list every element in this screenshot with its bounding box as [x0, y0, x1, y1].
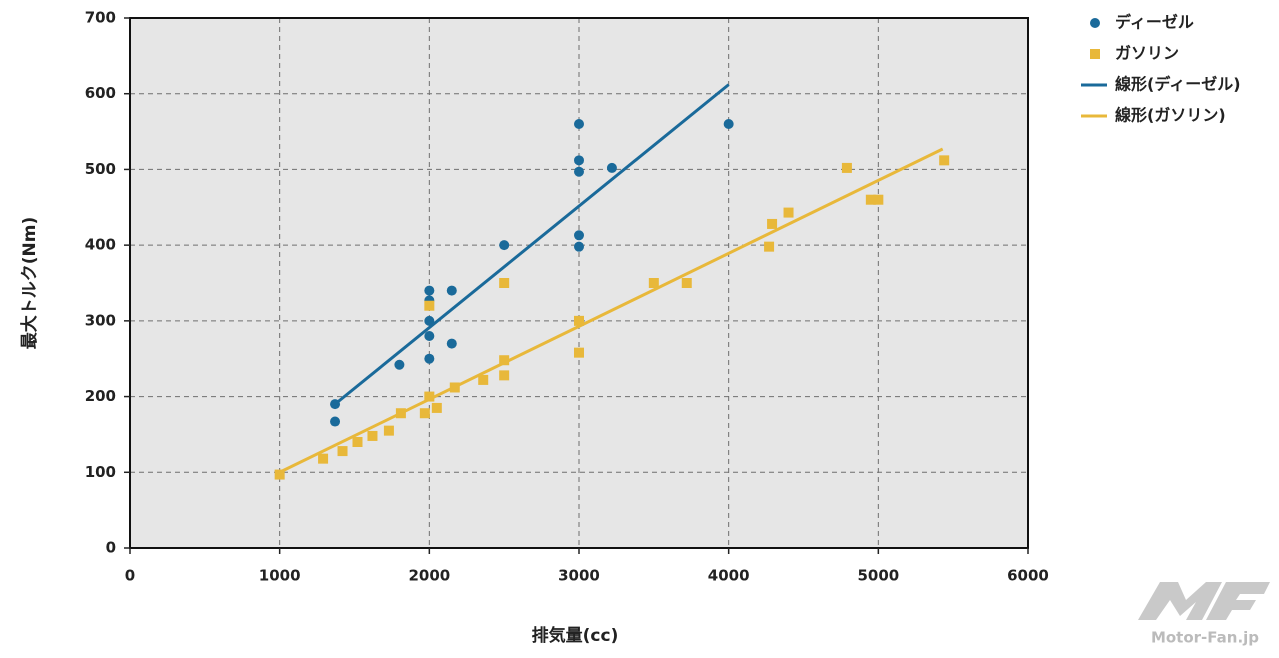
- legend-label: 線形(ディーゼル): [1115, 75, 1241, 94]
- data-point: [424, 331, 435, 341]
- data-point: [574, 315, 584, 326]
- data-point: [478, 374, 489, 385]
- watermark: Motor-Fan.jp: [1151, 629, 1259, 647]
- data-point: [574, 166, 584, 177]
- legend-swatch: [1090, 49, 1100, 59]
- trend-line: [279, 147, 944, 474]
- x-tick-label: 5000: [857, 567, 899, 585]
- x-tick-label: 0: [125, 567, 135, 585]
- data-point: [318, 453, 329, 464]
- data-point: [449, 382, 460, 393]
- data-point: [764, 241, 775, 252]
- y-tick-label: 100: [85, 463, 116, 481]
- data-point: [424, 300, 435, 311]
- data-point: [574, 155, 584, 166]
- data-point: [424, 315, 435, 326]
- data-point: [499, 370, 510, 381]
- data-point: [574, 347, 584, 358]
- data-point: [446, 285, 457, 296]
- y-axis-label: 最大トルク(Nm): [19, 217, 40, 349]
- data-point: [330, 399, 341, 410]
- legend-label: 線形(ガソリン): [1115, 106, 1226, 125]
- data-point: [648, 278, 659, 288]
- data-point: [841, 162, 852, 173]
- data-point: [499, 278, 510, 288]
- data-point: [330, 416, 341, 427]
- data-point: [395, 408, 406, 419]
- data-point: [424, 285, 435, 296]
- legend-label: ディーゼル: [1115, 13, 1194, 32]
- data-point: [394, 359, 405, 370]
- data-point: [274, 469, 285, 480]
- y-tick-label: 300: [85, 311, 116, 329]
- logo-shape: [1206, 582, 1270, 620]
- data-point: [723, 119, 734, 129]
- data-point: [424, 353, 435, 364]
- data-point: [424, 391, 435, 402]
- data-point: [446, 338, 457, 349]
- y-tick-label: 500: [85, 160, 116, 178]
- data-point: [606, 162, 617, 173]
- data-point: [383, 425, 394, 436]
- trend-line: [334, 83, 730, 406]
- y-tick-label: 0: [106, 539, 116, 557]
- data-point: [352, 437, 363, 447]
- data-point: [499, 355, 510, 366]
- logo-shape: [1138, 582, 1222, 620]
- watermark-logo: [1138, 582, 1270, 620]
- y-tick-label: 600: [85, 84, 116, 102]
- legend-swatch: [1090, 18, 1100, 28]
- x-tick-label: 6000: [1007, 567, 1049, 585]
- data-point: [431, 402, 442, 413]
- data-point: [873, 194, 884, 205]
- data-point: [337, 446, 348, 457]
- y-tick-label: 700: [85, 9, 116, 27]
- data-point: [865, 194, 876, 205]
- x-tick-label: 1000: [259, 567, 301, 585]
- y-tick-label: 400: [85, 236, 116, 254]
- x-tick-label: 3000: [558, 567, 600, 585]
- data-point: [367, 430, 378, 441]
- data-point: [783, 207, 794, 218]
- x-tick-label: 4000: [708, 567, 750, 585]
- data-point: [574, 119, 584, 129]
- data-point: [681, 278, 692, 288]
- x-tick-label: 2000: [408, 567, 450, 585]
- y-tick-label: 200: [85, 387, 116, 405]
- data-point: [499, 240, 510, 251]
- data-point: [419, 408, 430, 419]
- data-point: [767, 218, 778, 229]
- x-axis-label: 排気量(cc): [532, 625, 619, 646]
- legend-label: ガソリン: [1115, 44, 1179, 63]
- data-point: [574, 230, 584, 241]
- data-point: [939, 155, 950, 166]
- data-point: [574, 241, 584, 252]
